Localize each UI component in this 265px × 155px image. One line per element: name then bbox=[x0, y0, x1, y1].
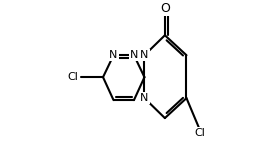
Text: N: N bbox=[140, 50, 149, 60]
Text: N: N bbox=[140, 93, 149, 103]
Text: N: N bbox=[130, 50, 138, 60]
Text: Cl: Cl bbox=[67, 72, 78, 82]
Text: N: N bbox=[109, 50, 118, 60]
Text: O: O bbox=[160, 2, 170, 15]
Text: Cl: Cl bbox=[195, 128, 205, 138]
